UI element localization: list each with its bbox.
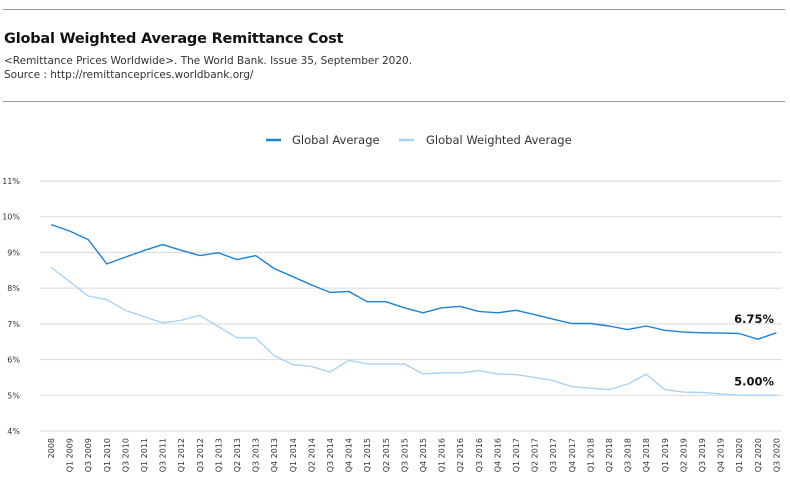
- x-tick-label: Q2 2013: [233, 438, 242, 472]
- x-tick-label: Q1 2016: [438, 438, 447, 472]
- x-tick-label: Q4 2015: [419, 438, 428, 472]
- x-tick-label: Q2 2018: [605, 438, 614, 472]
- x-tick-label: Q2 2020: [754, 438, 763, 472]
- x-tick-label: Q4 2017: [568, 438, 577, 472]
- x-tick-label: Q3 2010: [121, 438, 130, 472]
- x-tick-label: Q1 2011: [140, 438, 149, 472]
- series-lines: [50, 223, 777, 396]
- x-tick-label: Q2 2019: [679, 438, 688, 472]
- series-line-global-average: [50, 223, 777, 340]
- x-tick-label: Q2 2014: [307, 438, 316, 472]
- legend: Global Average Global Weighted Average: [266, 133, 572, 147]
- x-tick-label: 2008: [47, 438, 56, 458]
- top-rule: [3, 9, 785, 10]
- x-axis-tick-labels: 2008 Q1 2009 Q3 2009 Q1 2010 Q3 2010 Q1 2011 Q…: [47, 438, 781, 472]
- end-value-labels: 6.75% 5.00%: [734, 312, 774, 389]
- x-tick-label: Q3 2013: [252, 438, 261, 472]
- x-tick-label: Q3 2009: [84, 438, 93, 472]
- x-tick-label: Q1 2017: [512, 438, 521, 472]
- x-tick-label: Q1 2012: [177, 438, 186, 472]
- y-tick-label: 4%: [7, 427, 20, 436]
- x-tick-label: Q1 2014: [289, 438, 298, 472]
- x-tick-label: Q1 2020: [735, 438, 744, 472]
- x-tick-label: Q3 2015: [400, 438, 409, 472]
- x-tick-label: Q2 2017: [531, 438, 540, 472]
- y-tick-label: 9%: [7, 248, 20, 257]
- x-tick-label: Q2 2015: [382, 438, 391, 472]
- x-tick-label: Q1 2015: [363, 438, 372, 472]
- chart-title: Global Weighted Average Remittance Cost: [4, 31, 344, 47]
- x-tick-label: Q4 2016: [493, 438, 502, 472]
- legend-label-global-weighted-average: Global Weighted Average: [426, 133, 572, 147]
- x-tick-label: Q1 2013: [214, 438, 223, 472]
- x-tick-label: Q1 2010: [103, 438, 112, 472]
- x-tick-label: Q1 2009: [66, 438, 75, 472]
- y-tick-label: 10%: [2, 213, 20, 222]
- end-value-label: 5.00%: [734, 374, 774, 388]
- y-tick-label: 6%: [7, 356, 20, 365]
- x-tick-label: Q3 2014: [326, 438, 335, 472]
- series-line-global-weighted-average: [50, 266, 777, 396]
- x-tick-label: Q3 2012: [196, 438, 205, 472]
- y-tick-label: 8%: [7, 284, 20, 293]
- legend-label-global-average: Global Average: [292, 133, 380, 147]
- x-tick-label: Q3 2016: [475, 438, 484, 472]
- chart-subtitle-source: Source : http://remittanceprices.worldba…: [4, 69, 254, 81]
- x-tick-label: Q3 2019: [698, 438, 707, 472]
- gridlines: [40, 180, 782, 432]
- header-divider: [3, 101, 785, 102]
- x-tick-label: Q3 2020: [772, 438, 781, 472]
- y-tick-label: 7%: [7, 320, 20, 329]
- x-tick-label: Q1 2019: [661, 438, 670, 472]
- x-tick-label: Q4 2018: [642, 438, 651, 472]
- end-value-label: 6.75%: [734, 312, 774, 326]
- x-tick-label: Q3 2018: [624, 438, 633, 472]
- x-tick-label: Q1 2018: [586, 438, 595, 472]
- x-tick-label: Q4 2013: [270, 438, 279, 472]
- x-tick-label: Q2 2016: [456, 438, 465, 472]
- chart-subtitle-publication: <Remittance Prices Worldwide>. The World…: [4, 55, 413, 67]
- y-axis-tick-labels: 4% 5% 6% 7% 8% 9% 10% 11%: [2, 177, 20, 436]
- x-tick-label: Q3 2017: [549, 438, 558, 472]
- y-tick-label: 5%: [7, 391, 20, 400]
- x-tick-label: Q3 2011: [159, 438, 168, 472]
- x-tick-label: Q4 2019: [717, 438, 726, 472]
- x-tick-label: Q4 2014: [345, 438, 354, 472]
- y-tick-label: 11%: [2, 177, 20, 186]
